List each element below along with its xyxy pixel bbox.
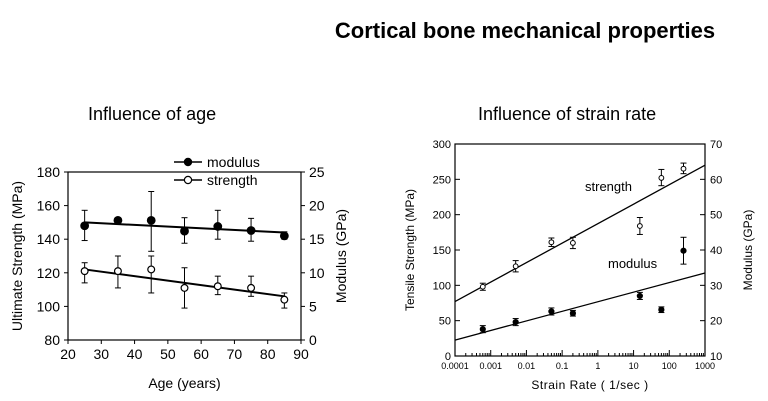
rate-x-tick-label: 0.001: [479, 361, 502, 371]
age-y2-tick-label: 0: [309, 332, 317, 348]
rate-y2-tick-label: 60: [710, 174, 722, 186]
rate-y2-axis-label: Modulus (GPa): [741, 210, 755, 291]
rate-modulus-point: [479, 326, 486, 333]
age-y2-tick-label: 10: [309, 265, 325, 281]
modulus-point: [213, 222, 223, 231]
rate-modulus-point: [548, 308, 555, 315]
rate-modulus-point: [636, 292, 643, 300]
age-x-tick-label: 20: [60, 346, 76, 362]
age-y-tick-label: 140: [37, 231, 61, 247]
age-y2-axis-label: Modulus (GPa): [333, 209, 349, 303]
rate-strength-point: [548, 239, 555, 246]
rate-y-tick-label: 150: [433, 245, 451, 257]
age-y-axis-label: Ultimate Strength (MPa): [9, 181, 25, 331]
rate-x-axis-label: Strain Rate ( 1/sec ): [531, 378, 648, 392]
modulus-point: [80, 221, 90, 231]
rate-y2-tick-label: 40: [710, 245, 722, 257]
rate-strength-series-label: strength: [585, 179, 632, 194]
rate-modulus-trend-line: [454, 272, 706, 341]
age-y-tick-label: 100: [37, 298, 61, 314]
age-y2-tick-label: 25: [309, 164, 325, 180]
rate-plot-frame: [454, 143, 706, 357]
rate-modulus-series-label: modulus: [608, 256, 658, 271]
strength-point: [247, 283, 256, 292]
strength-point: [113, 267, 122, 276]
strength-point: [180, 283, 189, 292]
modulus-point: [180, 226, 189, 236]
rate-strength-point: [479, 283, 486, 290]
legend-strength-marker: [183, 175, 193, 185]
age-y-tick-label: 120: [37, 265, 61, 281]
strength-point: [280, 295, 289, 304]
age-y-tick-label: 180: [37, 164, 61, 180]
rate-x-tick-label: 100: [662, 361, 677, 371]
rate-y-tick-label: 300: [433, 139, 451, 151]
age-x-tick-label: 80: [260, 346, 276, 362]
strength-point: [80, 267, 89, 276]
modulus-point: [279, 231, 289, 241]
age-y-tick-label: 160: [37, 198, 61, 214]
rate-y-tick-label: 50: [439, 316, 451, 328]
rate-y-tick-label: 250: [433, 174, 451, 186]
rate-x-tick-label: 10: [629, 361, 639, 371]
age-y2-tick-label: 5: [309, 298, 317, 314]
rate-x-tick-label: 0.1: [556, 361, 569, 371]
age-y2-tick-label: 15: [309, 231, 325, 247]
rate-strength-trend-line: [454, 164, 706, 303]
rate-y2-tick-label: 30: [710, 280, 722, 292]
age-x-tick-label: 50: [160, 346, 176, 362]
age-x-tick-label: 90: [293, 346, 309, 362]
age-x-tick-label: 30: [93, 346, 109, 362]
age-plot-frame: [67, 171, 302, 341]
age-y-tick-label: 80: [44, 332, 60, 348]
rate-x-tick-label: 1000: [695, 361, 715, 371]
rate-strength-point: [636, 223, 643, 229]
rate-strength-point: [680, 165, 687, 172]
rate-x-tick-label: 0.0001: [441, 361, 469, 371]
legend-strength-label: strength: [207, 172, 258, 188]
rate-modulus-point: [680, 247, 687, 254]
rate-y-tick-label: 200: [433, 210, 451, 222]
modulus-point: [113, 215, 123, 225]
modulus-point: [146, 215, 156, 225]
rate-strength-point: [569, 240, 576, 246]
rate-y2-tick-label: 10: [710, 351, 722, 363]
rate-modulus-point: [658, 306, 665, 313]
legend-modulus-marker: [183, 157, 193, 167]
age-x-tick-label: 70: [227, 346, 243, 362]
age-x-tick-label: 40: [127, 346, 143, 362]
rate-y2-tick-label: 70: [710, 139, 722, 151]
rate-y-axis-label: Tensile Strength (MPa): [403, 189, 417, 311]
age-x-tick-label: 60: [193, 346, 209, 362]
rate-y-tick-label: 0: [445, 351, 451, 363]
strength-point: [213, 282, 222, 291]
slide-title: Cortical bone mechanical properties: [334, 18, 716, 43]
legend-modulus-label: modulus: [207, 154, 260, 170]
rate-modulus-point: [512, 318, 519, 326]
age-chart-title: Influence of age: [88, 104, 217, 124]
rate-strength-point: [512, 263, 519, 270]
rate-y2-tick-label: 50: [710, 210, 722, 222]
age-x-axis-label: Age (years): [148, 375, 220, 391]
rate-y-tick-label: 100: [433, 280, 451, 292]
rate-x-tick-label: 0.01: [518, 361, 536, 371]
strength-point: [147, 265, 156, 274]
modulus-point: [246, 226, 256, 235]
strain-rate-chart-title: Influence of strain rate: [478, 104, 657, 124]
rate-modulus-point: [569, 310, 576, 317]
rate-strength-point: [658, 175, 665, 181]
rate-x-tick-label: 1: [595, 361, 600, 371]
age-y2-tick-label: 20: [309, 198, 325, 214]
rate-y2-tick-label: 20: [710, 316, 722, 328]
